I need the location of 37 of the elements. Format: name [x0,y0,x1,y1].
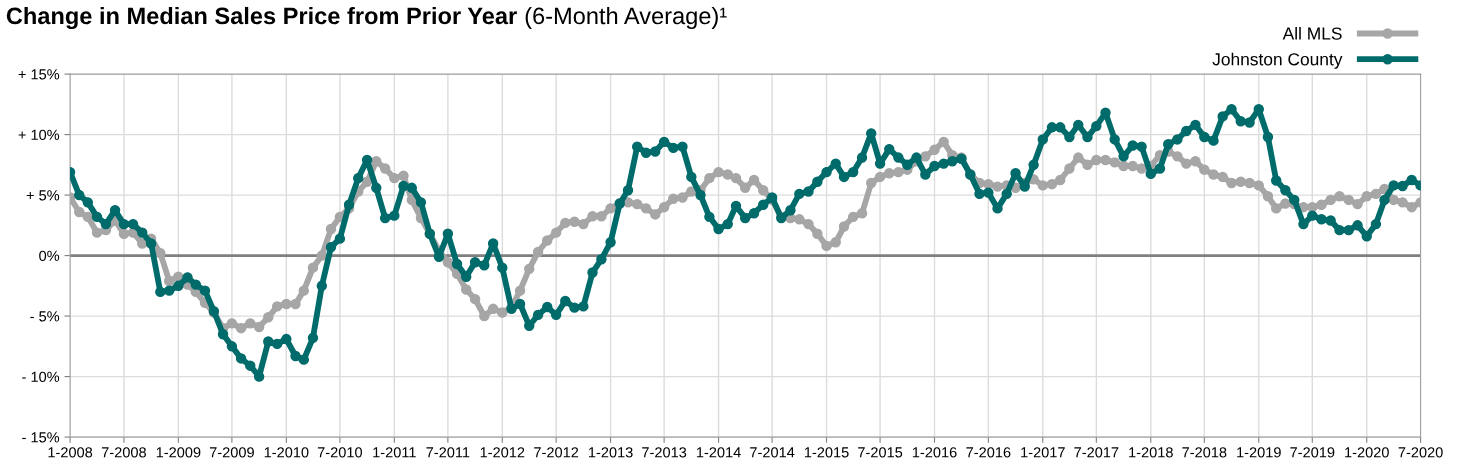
chart-subtitle: (6-Month Average)¹ [525,6,727,29]
y-tick-label: + 5% [26,190,60,201]
x-tick-label: 1-2012 [480,447,525,458]
x-tick-label: 7-2014 [750,447,795,458]
x-tick-label: 7-2011 [426,447,470,458]
x-tick-label: 7-2020 [1398,447,1443,458]
y-tick-label: - 5% [30,311,60,322]
x-tick-label: 1-2008 [48,447,93,458]
x-tick-label: 7-2015 [858,447,903,458]
x-tick-label: 1-2020 [1345,447,1389,458]
x-tick-label: 1-2018 [1129,447,1173,458]
y-tick-label: 0% [39,250,60,261]
y-tick-label: - 10% [22,371,60,382]
x-tick-label: 7-2017 [1074,447,1119,458]
x-tick-label: 1-2010 [264,447,309,458]
x-tick-label: 1-2015 [804,447,849,458]
x-tick-label: 1-2019 [1237,447,1281,458]
y-tick-label: + 10% [18,129,60,141]
x-tick-label: 1-2017 [1021,447,1065,458]
legend-label: All MLS [1282,26,1342,40]
x-tick-label: 7-2018 [1182,447,1227,458]
x-tick-label: 7-2009 [209,447,254,458]
x-tick-label: 7-2019 [1290,447,1335,458]
x-tick-label: 7-2008 [101,447,146,458]
chart-title: Change in Median Sales Price from Prior Year [6,6,517,30]
y-tick-label: - 15% [22,432,60,443]
x-tick-label: 7-2013 [642,447,687,458]
y-tick-label: + 15% [18,69,60,80]
x-tick-label: 7-2016 [966,447,1011,458]
x-tick-label: 1-2011 [373,447,416,458]
x-tick-label: 1-2014 [696,447,741,458]
x-tick-label: 7-2012 [534,447,579,458]
x-tick-label: 1-2009 [156,447,201,458]
x-tick-label: 1-2016 [912,447,957,458]
legend-label: Johnston County [1212,52,1343,69]
x-tick-label: 7-2010 [317,447,363,458]
x-tick-label: 1-2013 [588,447,633,458]
